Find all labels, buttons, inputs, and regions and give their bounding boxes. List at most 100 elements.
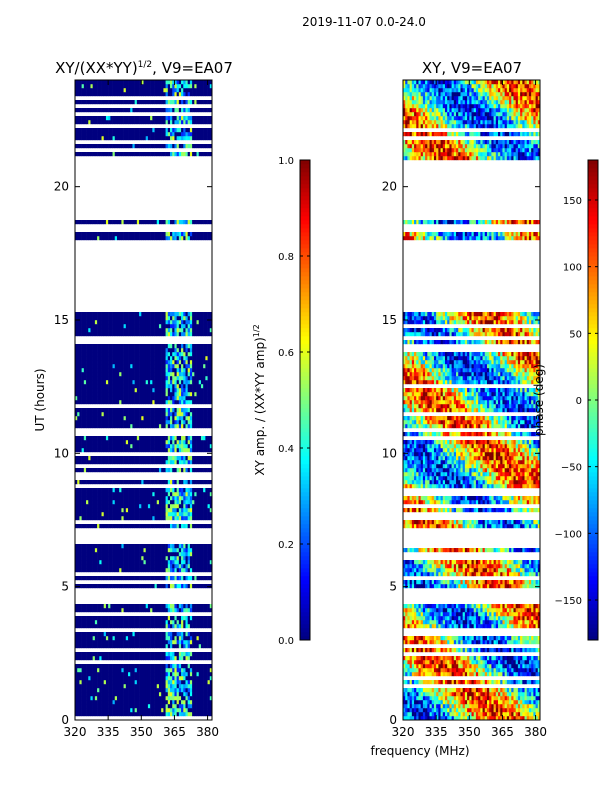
heatmap-cell (207, 524, 211, 529)
heatmap-cell (125, 492, 129, 497)
heatmap-cell (147, 324, 151, 329)
heatmap-cell (205, 420, 208, 425)
heatmap-cell (185, 584, 188, 589)
heatmap-cell (174, 708, 177, 713)
heatmap-cell (192, 352, 195, 357)
heatmap-cell (141, 616, 144, 621)
heatmap-cell (170, 636, 173, 641)
heatmap-cell (141, 644, 144, 649)
heatmap-cell (141, 500, 144, 505)
heatmap-cell (141, 400, 144, 405)
heatmap-cell (163, 608, 166, 613)
heatmap-cell (94, 656, 98, 661)
heatmap-cell (121, 324, 124, 329)
heatmap-cell (97, 460, 100, 465)
heatmap-cell (141, 512, 144, 517)
heatmap-cell (165, 344, 169, 349)
heatmap-cell (183, 480, 186, 485)
heatmap-cell (158, 548, 162, 553)
heatmap-cell (192, 584, 195, 589)
heatmap-cell (132, 644, 135, 649)
heatmap-cell (108, 712, 111, 717)
heatmap-cell (178, 492, 182, 497)
heatmap-cell (112, 460, 116, 465)
heatmap-cell (150, 468, 153, 473)
heatmap-cell (200, 320, 204, 325)
heatmap-cell (196, 672, 200, 677)
heatmap-cell (161, 232, 164, 237)
heatmap-cell (158, 408, 162, 413)
heatmap-cell (172, 348, 175, 353)
heatmap-cell (79, 344, 82, 349)
heatmap-cell (147, 480, 151, 485)
heatmap-cell (99, 496, 102, 501)
heatmap-cell (88, 644, 91, 649)
heatmap-cell (81, 492, 85, 497)
heatmap-cell (123, 640, 127, 645)
heatmap-cell (121, 372, 124, 377)
heatmap-cell (92, 684, 96, 689)
heatmap-cell (123, 356, 127, 361)
heatmap-cell (81, 560, 85, 565)
heatmap-cell (198, 504, 202, 509)
heatmap-cell (123, 644, 127, 649)
heatmap-cell (92, 704, 96, 709)
heatmap-cell (200, 576, 204, 581)
heatmap-cell (194, 460, 197, 465)
heatmap-cell (152, 480, 155, 485)
heatmap-cell (134, 416, 138, 421)
heatmap-cell (170, 364, 173, 369)
heatmap-cell (94, 424, 98, 429)
heatmap-cell (158, 500, 162, 505)
heatmap-cell (163, 704, 166, 709)
heatmap-cell (99, 460, 102, 465)
heatmap-cell (130, 400, 133, 405)
heatmap-cell (108, 576, 111, 581)
heatmap-cell (79, 676, 82, 681)
heatmap-cell (145, 516, 149, 521)
heatmap-cell (203, 608, 206, 613)
heatmap-cell (110, 408, 113, 413)
heatmap-cell (81, 488, 85, 493)
heatmap-cell (170, 524, 173, 529)
heatmap-cell (90, 696, 93, 701)
heatmap-cell (101, 236, 105, 241)
heatmap-cell (132, 636, 135, 641)
heatmap-cell (165, 524, 169, 529)
heatmap-cell (105, 392, 109, 397)
heatmap-cell (128, 320, 131, 325)
heatmap-cell (75, 512, 78, 517)
heatmap-cell (108, 684, 111, 689)
heatmap-cell (205, 504, 208, 509)
heatmap-cell (108, 352, 111, 357)
heatmap-cell (187, 524, 191, 529)
heatmap-cell (165, 384, 169, 389)
heatmap-cell (86, 652, 89, 657)
heatmap-cell (187, 348, 191, 353)
heatmap-cell (88, 512, 91, 517)
heatmap-cell (200, 364, 204, 369)
heatmap-cell (205, 388, 208, 393)
heatmap-cell (77, 384, 80, 389)
heatmap-cell (123, 564, 127, 569)
heatmap-cell (156, 312, 160, 317)
heatmap-cell (97, 344, 100, 349)
heatmap-cell (161, 544, 164, 549)
heatmap-cell (143, 220, 147, 225)
heatmap-cell (147, 688, 151, 693)
heatmap-cell (150, 564, 153, 569)
heatmap-cell (79, 488, 82, 493)
heatmap-cell (110, 604, 113, 609)
heatmap-cell (205, 380, 208, 385)
heatmap-cell (125, 420, 129, 425)
heatmap-cell (112, 644, 116, 649)
heatmap-cell (163, 236, 166, 241)
heatmap-cell (150, 380, 153, 385)
heatmap-cell (128, 440, 131, 445)
heatmap-cell (198, 316, 202, 321)
heatmap-cell (143, 508, 147, 513)
heatmap-cell (165, 420, 169, 425)
heatmap-cell (94, 384, 98, 389)
heatmap-cell (108, 552, 111, 557)
heatmap-cell (170, 608, 173, 613)
